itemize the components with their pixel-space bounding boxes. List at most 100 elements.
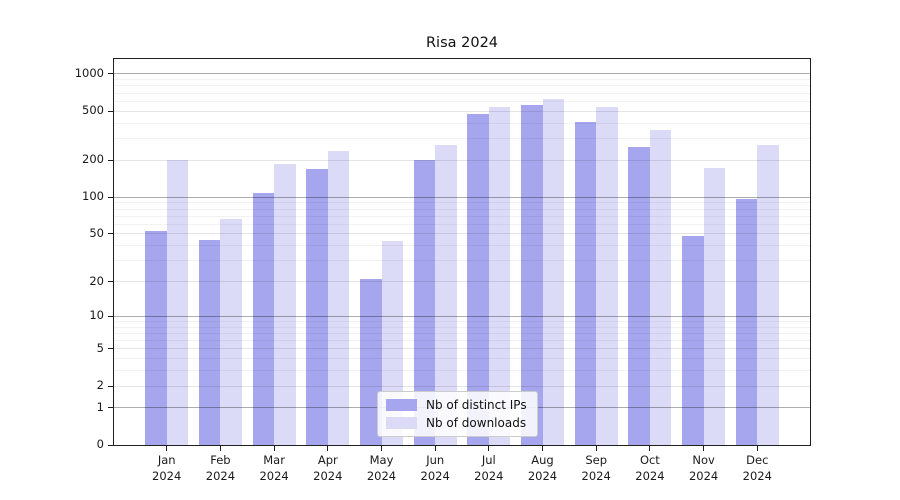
- x-tick-mar: [273, 446, 275, 451]
- bar-jul-distinct-ips: [467, 114, 489, 446]
- gridline-minor-4: [113, 358, 811, 360]
- y-tick-label-10: 10: [89, 308, 104, 323]
- y-tick-label-20: 20: [89, 273, 104, 288]
- bar-nov-downloads: [703, 167, 726, 446]
- gridline-20: [113, 281, 811, 282]
- x-tick-label-jan: Jan 2024: [152, 453, 182, 483]
- bar-jan-downloads: [166, 159, 189, 446]
- bar-feb-downloads: [220, 218, 242, 446]
- gridline-minor-400: [113, 122, 811, 124]
- gridline-minor-40: [113, 245, 811, 247]
- x-tick-dec: [756, 446, 758, 451]
- x-tick-label-aug: Aug 2024: [527, 453, 558, 483]
- bar-may-distinct-ips: [360, 278, 382, 446]
- bar-aug-downloads: [542, 98, 564, 446]
- y-tick-1000: [108, 73, 113, 75]
- bar-aug-distinct-ips: [521, 105, 543, 446]
- bar-mar-downloads: [274, 163, 296, 446]
- chart-title: Risa 2024: [425, 35, 499, 51]
- y-tick-100: [108, 196, 113, 198]
- legend-swatch-distinct-ips: [386, 399, 417, 411]
- y-tick-label-100: 100: [82, 189, 104, 204]
- gridline-2: [113, 385, 811, 387]
- legend-item-downloads: Nb of downloads: [386, 416, 527, 430]
- legend-swatch-downloads: [386, 417, 417, 429]
- y-tick-2: [108, 385, 113, 387]
- x-tick-label-oct: Oct 2024: [635, 453, 665, 483]
- gridline-minor-9: [113, 320, 811, 322]
- x-tick-sep: [595, 446, 597, 451]
- y-tick-label-50: 50: [89, 225, 104, 240]
- y-tick-5: [108, 348, 113, 350]
- gridline-minor-70: [113, 215, 811, 217]
- bar-dec-distinct-ips: [735, 199, 758, 446]
- bar-oct-downloads: [649, 130, 672, 446]
- legend: Nb of distinct IPs Nb of downloads: [377, 391, 538, 437]
- y-tick-label-1: 1: [96, 399, 104, 414]
- legend-item-distinct-ips: Nb of distinct IPs: [386, 398, 527, 412]
- gridline-5: [113, 348, 811, 350]
- bar-dec-downloads: [757, 144, 779, 446]
- x-tick-label-sep: Sep 2024: [581, 453, 611, 483]
- bar-apr-downloads: [327, 151, 350, 446]
- gridline-100: [113, 196, 811, 198]
- gridline-minor-80: [113, 208, 811, 210]
- bar-feb-distinct-ips: [198, 240, 221, 446]
- gridline-minor-900: [113, 79, 811, 80]
- gridline-50: [113, 233, 811, 235]
- gridline-1000: [113, 73, 811, 75]
- x-tick-label-jun: Jun 2024: [420, 453, 450, 483]
- gridline-minor-300: [113, 137, 811, 139]
- bar-nov-distinct-ips: [682, 235, 704, 446]
- plot-area: Nb of distinct IPs Nb of downloads 0 1 2 5 1…: [75, 58, 811, 483]
- legend-label-downloads: Nb of downloads: [426, 416, 527, 430]
- gridline-minor-700: [113, 92, 811, 94]
- x-tick-jan: [166, 446, 168, 451]
- y-tick-label-5: 5: [96, 340, 104, 355]
- bar-jul-downloads: [488, 107, 511, 446]
- x-tick-feb: [219, 446, 221, 451]
- bar-jun-distinct-ips: [413, 159, 436, 446]
- x-tick-label-apr: Apr 2024: [313, 453, 343, 483]
- gridline-200: [113, 159, 811, 161]
- x-tick-label-jul: Jul 2024: [474, 453, 504, 483]
- x-tick-label-feb: Feb 2024: [205, 453, 236, 483]
- y-tick-200: [108, 159, 113, 161]
- y-tick-label-0: 0: [96, 437, 104, 452]
- gridline-minor-7: [113, 332, 811, 334]
- x-tick-jul: [488, 446, 490, 451]
- y-tick-label-1000: 1000: [74, 65, 104, 80]
- x-tick-apr: [327, 446, 329, 451]
- y-tick-0: [108, 444, 113, 446]
- gridline-minor-8: [113, 326, 811, 328]
- y-tick-50: [108, 233, 113, 235]
- y-tick-1: [108, 407, 113, 409]
- gridline-minor-600: [113, 100, 811, 102]
- gridline-minor-90: [113, 202, 811, 204]
- x-tick-label-dec: Dec 2024: [742, 453, 772, 483]
- legend-label-distinct-ips: Nb of distinct IPs: [426, 398, 527, 412]
- x-tick-label-mar: Mar 2024: [259, 453, 289, 483]
- gridline-minor-60: [113, 223, 811, 225]
- bar-jan-distinct-ips: [145, 231, 167, 446]
- gridline-500: [113, 110, 811, 112]
- x-tick-label-may: May 2024: [366, 453, 397, 483]
- gridline-minor-30: [113, 260, 811, 262]
- gridline-minor-800: [113, 85, 811, 87]
- gridline-minor-6: [113, 340, 811, 342]
- bar-sep-downloads: [596, 107, 618, 446]
- x-tick-oct: [649, 446, 651, 451]
- y-tick-500: [108, 110, 113, 112]
- x-tick-jun: [434, 446, 436, 451]
- y-tick-label-200: 200: [82, 152, 104, 167]
- bar-mar-distinct-ips: [252, 192, 275, 446]
- y-tick-10: [108, 315, 113, 317]
- y-tick-20: [108, 281, 113, 282]
- x-tick-label-nov: Nov 2024: [688, 453, 719, 483]
- bar-oct-distinct-ips: [628, 147, 650, 446]
- gridline-10: [113, 315, 811, 317]
- x-tick-aug: [542, 446, 543, 451]
- gridline-minor-3: [113, 370, 811, 372]
- bar-jun-downloads: [435, 145, 457, 446]
